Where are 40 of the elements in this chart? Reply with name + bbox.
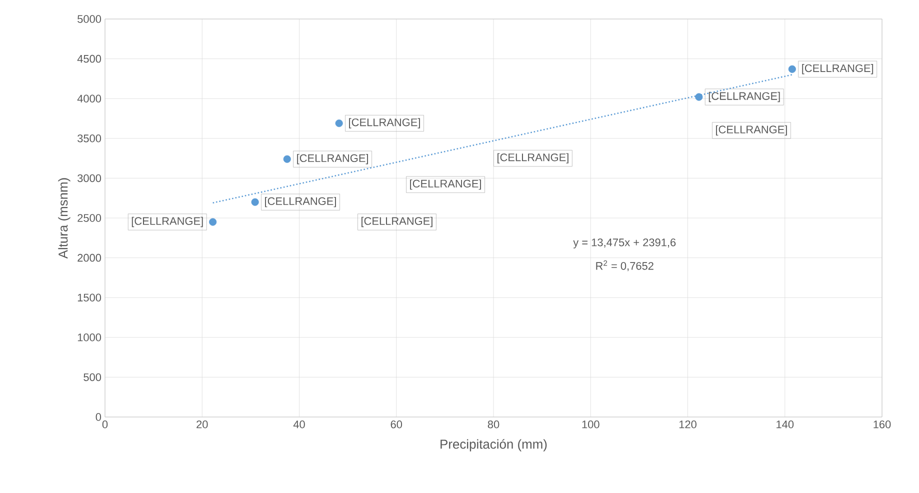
y-tick-label: 3000 [78,174,102,182]
annotation: [CELLRANGE] [716,125,787,136]
annotation: [CELLRANGE] [362,216,432,228]
data-label: [CELLRANGE] [802,64,874,74]
x-tick-label: 160 [874,420,891,428]
point [788,65,796,73]
y-axis-title: Altura (msnm) [58,178,70,259]
point [335,119,343,128]
x-tick-label: 20 [196,420,208,428]
point [251,198,259,206]
x-tick-label: 0 [102,420,108,428]
data-label: [CELLRANGE] [708,92,780,102]
data-label: [CELLRANGE] [265,196,336,208]
point [209,218,217,226]
x-tick-label: 100 [582,420,600,428]
point [695,93,703,101]
x-tick-label: 40 [293,420,305,428]
data-label: [CELLRANGE] [132,216,203,228]
y-tick-label: 500 [84,373,102,382]
x-tick-label: 60 [390,420,402,428]
y-tick-label: 0 [96,413,102,421]
annotation: y = 13,475x + 2391,6 [573,238,676,248]
data-label: [CELLRANGE] [349,118,420,128]
data-label: [CELLRANGE] [297,154,368,164]
annotation: R$^{2}$ = 0,7652 [596,260,654,272]
y-tick-label: 3500 [78,134,102,142]
y-tick-label: 2500 [78,214,102,222]
x-tick-label: 140 [776,420,794,428]
x-tick-label: 120 [679,420,696,428]
y-tick-label: 2000 [78,254,102,262]
y-tick-label: 5000 [78,15,102,23]
y-tick-label: 1000 [78,334,102,342]
y-tick-label: 4500 [77,54,102,63]
y-tick-label: 4000 [77,94,102,102]
x-tick-label: 80 [488,420,500,428]
annotation: [CELLRANGE] [410,179,481,190]
y-tick-label: 1500 [78,294,102,302]
annotation: [CELLRANGE] [497,153,568,164]
point [283,155,291,163]
x-axis-title: Precipitación (mm) [440,439,547,452]
